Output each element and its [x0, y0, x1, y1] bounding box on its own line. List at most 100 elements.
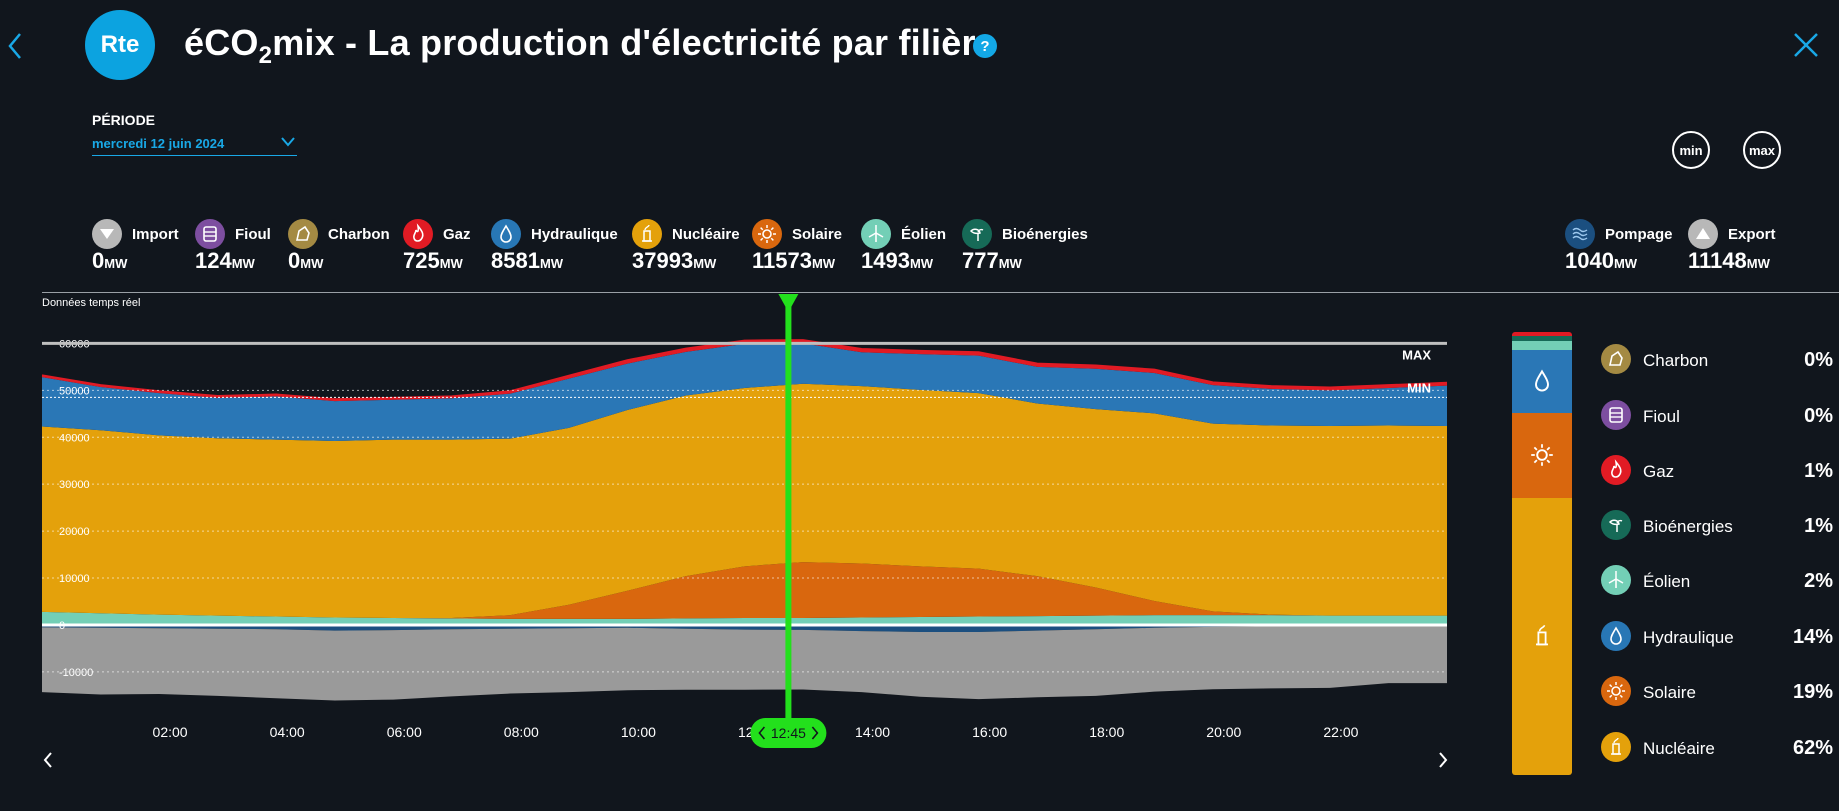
period-value: mercredi 12 juin 2024 — [92, 136, 225, 151]
unit: MW — [811, 256, 836, 271]
close-icon — [1794, 33, 1818, 57]
source-name: Gaz — [443, 226, 471, 243]
source-value: 0MW — [288, 248, 324, 273]
source-name: Éolien — [901, 226, 947, 243]
close-button[interactable] — [1789, 28, 1823, 62]
share-segment-bioénergies — [1512, 336, 1572, 341]
x-tick-label: 10:00 — [621, 724, 656, 740]
water-drop-icon — [1535, 369, 1549, 392]
sun-icon — [1531, 444, 1553, 466]
water-drop-icon — [1601, 621, 1631, 651]
share-segment-hydraulique — [1512, 349, 1572, 413]
coal-icon — [1601, 344, 1631, 374]
nuclear-plant-icon — [1601, 732, 1631, 762]
source-name: Solaire — [792, 226, 843, 243]
series-area-éolien — [42, 611, 1447, 625]
arrow-down-icon — [92, 219, 122, 249]
page-title: éCO2mix - La production d'électricité pa… — [184, 22, 996, 70]
unit: MW — [231, 256, 255, 271]
chevron-left-icon — [758, 726, 766, 740]
y-tick-label: 10000 — [59, 573, 90, 585]
chevron-left-icon[interactable] — [43, 752, 52, 768]
x-tick-label: 16:00 — [972, 724, 1007, 740]
unit: MW — [1746, 256, 1770, 271]
cursor-time: 12:45 — [771, 725, 806, 741]
legend-name: Éolien — [1643, 572, 1691, 591]
source-value: 725MW — [403, 248, 463, 273]
x-tick-label: 08:00 — [504, 724, 539, 740]
legend-row: Charbon 0% — [1601, 344, 1839, 376]
sun-icon — [752, 219, 782, 249]
nuclear-plant-icon — [1536, 625, 1548, 646]
legend-row: Bioénergies 1% — [1601, 510, 1839, 542]
series-area-solaire — [42, 562, 1447, 619]
legend-percent: 1% — [1804, 515, 1833, 537]
source-value: 777MW — [962, 248, 1022, 273]
legend-name: Gaz — [1643, 462, 1675, 481]
min-button[interactable]: min — [1672, 131, 1710, 169]
y-tick-label: 20000 — [59, 526, 90, 538]
title-part: mix - La production d'électricité par fi… — [272, 22, 996, 63]
negative-area-export — [42, 626, 1447, 701]
legend-percent: 0% — [1804, 349, 1833, 371]
legend-name: Solaire — [1643, 683, 1696, 702]
cursor-time-pill[interactable] — [750, 718, 827, 748]
unit: MW — [998, 256, 1022, 271]
nuclear-plant-icon — [632, 219, 662, 249]
realtime-label: Données temps réel — [42, 297, 141, 309]
waves-icon — [1565, 219, 1595, 249]
chevron-left-icon — [8, 33, 21, 59]
y-tick-label: -10000 — [59, 667, 93, 679]
min-label: MIN — [1407, 380, 1431, 395]
series-area-nucléaire — [42, 383, 1447, 618]
legend-row: Hydraulique 14% — [1601, 621, 1839, 653]
source-name: Charbon — [328, 226, 390, 243]
source-name: Pompage — [1605, 226, 1673, 243]
leaf-icon — [1601, 510, 1631, 540]
production-share-bar — [1512, 332, 1572, 775]
unit: MW — [104, 256, 128, 271]
help-icon[interactable]: ? — [973, 34, 997, 58]
cursor-top-marker — [778, 294, 799, 312]
rte-logo: Rte — [85, 10, 155, 80]
sun-icon — [1601, 676, 1631, 706]
share-segment-gaz — [1512, 332, 1572, 337]
share-segment-solaire — [1512, 412, 1572, 498]
max-button[interactable]: max — [1743, 131, 1781, 169]
period-label: PÉRIODE — [92, 112, 156, 128]
title-part: éCO — [184, 22, 259, 63]
x-tick-label: 18:00 — [1089, 724, 1124, 740]
unit: MW — [1613, 256, 1638, 271]
period-select[interactable]: mercredi 12 juin 2024 — [92, 134, 297, 156]
unit: MW — [693, 256, 717, 271]
source-value: 11148MW — [1688, 248, 1770, 273]
x-tick-label: 02:00 — [153, 724, 188, 740]
negative-area-pompage — [42, 624, 1447, 633]
title-subscript: 2 — [258, 42, 273, 70]
source-name: Hydraulique — [531, 226, 618, 243]
arrow-up-icon — [1688, 219, 1718, 249]
water-drop-icon — [491, 219, 521, 249]
share-segment-nucléaire — [1512, 497, 1572, 775]
x-tick-label: 06:00 — [387, 724, 422, 740]
legend-percent: 14% — [1792, 626, 1833, 648]
y-tick-label: 50000 — [59, 385, 90, 397]
source-value: 1493MW — [861, 248, 934, 273]
chevron-right-icon[interactable] — [1439, 752, 1448, 768]
production-chart[interactable]: 6000050000400003000020000100000-10000MAX… — [0, 290, 1460, 790]
legend-row: Solaire 19% — [1601, 676, 1839, 708]
legend-row: Nucléaire 62% — [1601, 732, 1839, 764]
legend-row: Gaz 1% — [1601, 455, 1839, 487]
back-button[interactable] — [4, 28, 28, 64]
chevron-down-icon — [281, 137, 295, 147]
legend-row: Fioul 0% — [1601, 400, 1839, 432]
x-tick-label: 22:00 — [1323, 724, 1358, 740]
legend-name: Fioul — [1643, 407, 1680, 426]
flame-icon — [1601, 455, 1631, 485]
unit: MW — [439, 256, 463, 271]
legend-row: Éolien 2% — [1601, 565, 1839, 597]
source-value: 8581MW — [491, 248, 564, 273]
legend-name: Nucléaire — [1643, 739, 1715, 758]
leaf-icon — [962, 219, 992, 249]
barrel-icon — [1601, 400, 1631, 430]
